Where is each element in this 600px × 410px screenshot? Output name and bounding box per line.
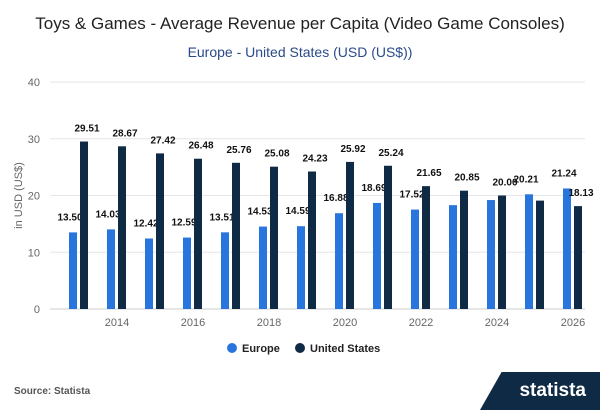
x-tick-label: 2024 <box>485 317 509 329</box>
data-label: 21.65 <box>416 168 441 179</box>
legend-label: United States <box>310 343 380 355</box>
data-label: 29.51 <box>74 124 99 135</box>
bar-europe <box>69 232 77 309</box>
data-label: 25.92 <box>340 144 365 155</box>
bar-europe <box>145 238 153 309</box>
bar-europe <box>297 226 305 309</box>
data-label: 25.08 <box>264 149 289 160</box>
bar-europe <box>221 232 229 309</box>
bar-united-states <box>460 190 468 309</box>
bar-europe <box>525 194 533 309</box>
bar-europe <box>183 237 191 309</box>
x-tick-label: 2018 <box>257 317 281 329</box>
x-tick-label: 2014 <box>105 317 129 329</box>
bar-united-states <box>118 146 126 309</box>
bar-europe <box>373 202 381 309</box>
data-label: 20.85 <box>454 173 479 184</box>
bar-united-states <box>270 166 278 309</box>
data-label: 13.51 <box>209 212 234 223</box>
data-label: 20.21 <box>513 174 538 185</box>
bar-europe <box>411 209 419 309</box>
bar-europe <box>487 200 495 309</box>
x-tick-label: 2020 <box>333 317 357 329</box>
data-label: 18.69 <box>361 183 386 194</box>
data-label: 12.42 <box>133 219 158 230</box>
y-tick-label: 20 <box>28 191 40 203</box>
bar-united-states <box>308 171 316 309</box>
data-label: 21.24 <box>551 168 576 179</box>
legend-marker <box>295 343 305 353</box>
x-tick-label: 2016 <box>181 317 205 329</box>
data-label: 14.53 <box>247 207 272 218</box>
bar-europe <box>107 229 115 309</box>
bar-united-states <box>498 195 506 309</box>
source-note: Source: Statista <box>14 386 91 397</box>
statista-logo: statista <box>480 372 600 410</box>
data-label: 28.67 <box>112 128 137 139</box>
legend-marker <box>227 343 237 353</box>
x-tick-label: 2026 <box>561 317 585 329</box>
data-label: 13.50 <box>57 212 82 223</box>
data-label: 14.59 <box>285 206 310 217</box>
legend-label: Europe <box>242 343 280 355</box>
bar-united-states <box>384 165 392 309</box>
y-axis-label: in USD (US$) <box>13 162 25 229</box>
bar-europe <box>563 188 571 309</box>
data-label: 16.88 <box>323 193 348 204</box>
data-label: 27.42 <box>150 135 175 146</box>
data-label: 25.76 <box>226 145 251 156</box>
data-label: 12.59 <box>171 218 196 229</box>
y-tick-label: 0 <box>34 304 40 316</box>
data-label: 18.13 <box>568 188 593 199</box>
data-label: 14.03 <box>95 209 120 220</box>
bar-united-states <box>422 186 430 309</box>
data-label: 25.24 <box>378 148 403 159</box>
chart: 0 10 20 30 40 in USD (US$) 2014 2016 2018 2020 202… <box>13 77 594 355</box>
data-label: 17.52 <box>399 190 424 201</box>
chart-title: Toys & Games - Average Revenue per Capit… <box>35 14 565 33</box>
x-tick-label: 2022 <box>409 317 433 329</box>
bar-europe <box>259 226 267 309</box>
bar-united-states <box>574 206 582 309</box>
bar-europe <box>449 205 457 309</box>
bar-united-states <box>346 161 354 309</box>
bar-united-states <box>194 158 202 309</box>
data-label: 20.00 <box>492 178 517 189</box>
data-label: 24.23 <box>302 153 327 164</box>
bar-united-states <box>156 153 164 309</box>
y-tick-label: 30 <box>28 134 40 146</box>
bar-united-states <box>232 162 240 309</box>
y-tick-label: 40 <box>28 77 40 89</box>
bar-united-states <box>80 141 88 309</box>
bar-europe <box>335 213 343 309</box>
y-tick-label: 10 <box>28 247 40 259</box>
data-label: 26.48 <box>188 141 213 152</box>
bar-united-states <box>536 200 544 309</box>
chart-subtitle: Europe - United States (USD (US$)) <box>187 44 413 60</box>
